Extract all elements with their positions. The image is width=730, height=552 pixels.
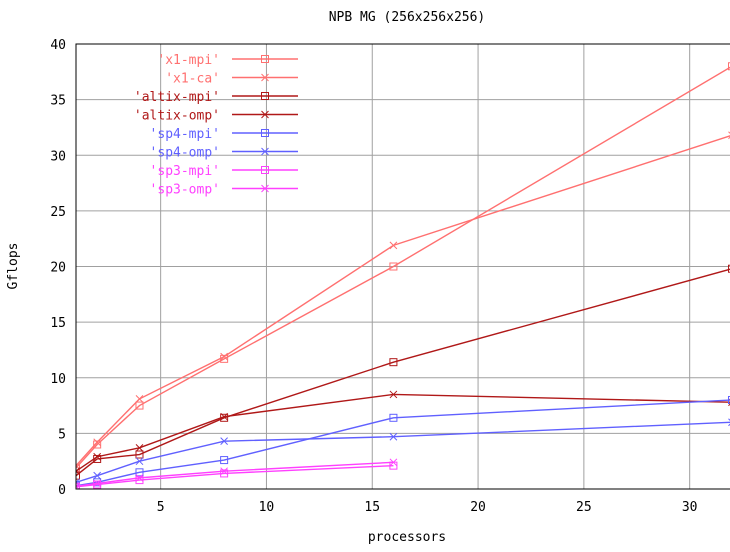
data-point [220, 412, 228, 421]
data-point [389, 358, 398, 367]
x-tick-label: 10 [259, 500, 275, 515]
series-line [76, 393, 730, 472]
x-tick-label: 30 [682, 500, 698, 515]
y-tick-label: 20 [50, 261, 66, 276]
data-point [220, 469, 229, 478]
legend-marker [261, 92, 269, 100]
data-point [76, 478, 80, 487]
legend-marker [261, 166, 269, 174]
legend-label: 'x1-ca' [165, 72, 220, 87]
data-point [76, 461, 80, 470]
legend-label: 'altix-mpi' [134, 90, 220, 105]
y-tick-label: 35 [50, 94, 66, 109]
series-line [76, 399, 730, 487]
legend-marker [261, 184, 269, 193]
data-point [220, 437, 228, 446]
y-tick-label: 40 [50, 38, 66, 53]
x-tick-label: 20 [470, 500, 486, 515]
series-sp3-omp [76, 458, 398, 489]
legend-label: 'altix-omp' [134, 109, 220, 124]
legend-label: 'sp4-omp' [150, 146, 220, 161]
data-point [220, 467, 228, 476]
y-tick-label: 15 [50, 316, 66, 331]
legend-marker [261, 147, 269, 156]
data-point [93, 438, 102, 447]
data-point [389, 413, 398, 422]
data-point [728, 396, 730, 404]
legend-label: 'x1-mpi' [157, 53, 220, 68]
data-point [135, 474, 144, 482]
legend-marker [261, 129, 269, 137]
data-point [135, 401, 144, 410]
series-line [76, 421, 730, 483]
data-point [135, 450, 144, 459]
legend: 'x1-mpi' 'x1-ca' 'altix-mpi' 'altix-omp' 'sp… [134, 53, 298, 198]
series-altix-mpi [76, 264, 730, 480]
data-point [76, 471, 80, 480]
data-point [728, 264, 730, 273]
series-x1-mpi [76, 62, 730, 472]
series-x1-ca [76, 131, 730, 470]
data-point [135, 457, 144, 466]
y-axis-label: Gflops [6, 243, 21, 290]
series-altix-omp [76, 390, 730, 476]
legend-marker [261, 73, 269, 82]
data-point [135, 395, 144, 403]
data-point [93, 440, 102, 449]
data-point [389, 262, 398, 271]
legend-label: 'sp4-mpi' [150, 127, 220, 142]
data-point [220, 352, 228, 361]
y-tick-label: 0 [58, 483, 66, 498]
plot-frame [75, 43, 730, 490]
data-point [389, 432, 398, 441]
y-tick-label: 30 [50, 149, 66, 164]
y-tick-label: 25 [50, 205, 66, 220]
legend-label: 'sp3-mpi' [150, 164, 220, 179]
x-tick-label: 15 [364, 500, 380, 515]
data-point [135, 443, 144, 452]
y-tick-label: 5 [58, 427, 66, 442]
y-tick-label: 10 [50, 372, 66, 387]
x-tick-label: 25 [576, 500, 592, 515]
series-line [76, 135, 730, 467]
data-point [220, 456, 229, 465]
data-point [76, 482, 80, 489]
x-axis-label: processors [368, 530, 446, 545]
data-point [389, 458, 398, 467]
data-point [93, 479, 102, 488]
axis-ticks: 0 5 10 15 20 25 30 35 40 5 10 15 20 25 30 [50, 38, 697, 515]
legend-label: 'sp3-omp' [150, 183, 220, 198]
legend-marker [261, 55, 269, 63]
x-tick-label: 5 [157, 500, 165, 515]
legend-marker [261, 110, 269, 119]
series-layer [76, 62, 730, 489]
data-point [135, 476, 144, 485]
series-line [76, 268, 730, 477]
series-line [76, 464, 394, 488]
data-point [93, 471, 102, 480]
data-point [135, 468, 144, 477]
data-point [93, 452, 102, 461]
data-point [76, 467, 80, 476]
chart-title: NPB MG (256x256x256) [329, 10, 486, 25]
data-point [389, 241, 398, 250]
grid [76, 43, 730, 490]
data-point [389, 390, 398, 399]
data-point [728, 62, 730, 71]
